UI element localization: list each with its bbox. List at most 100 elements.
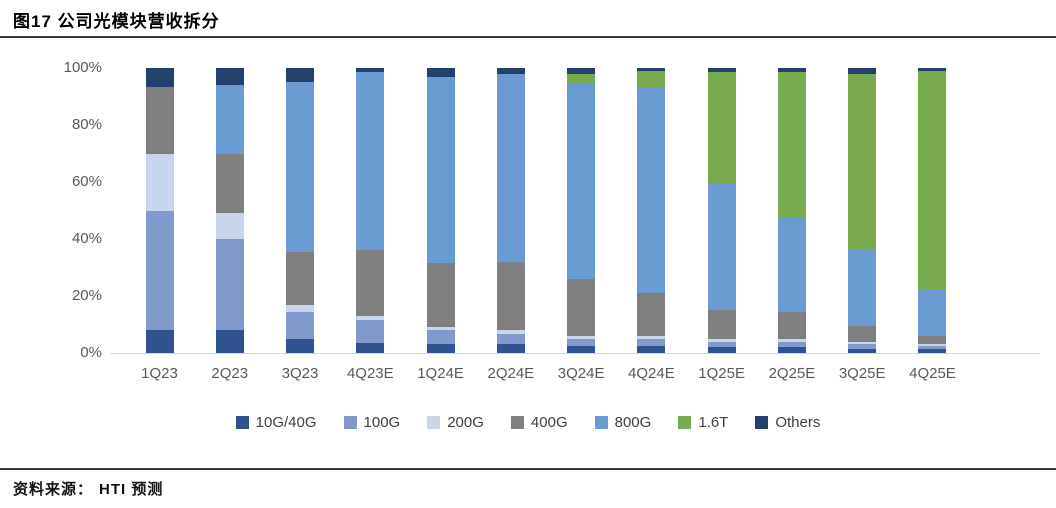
segment-10G/40G (496, 344, 525, 353)
legend-item-400G: 400G (510, 414, 568, 431)
segment-Others (496, 68, 525, 74)
legend-label: Others (775, 414, 821, 431)
x-tick-label: 3Q25E (838, 365, 886, 382)
segment-400G (848, 325, 877, 342)
segment-200G (707, 338, 736, 342)
segment-100G (567, 338, 596, 346)
segment-Others (707, 68, 736, 73)
segment-400G (145, 86, 174, 154)
stacked-bar-1Q23 (145, 68, 174, 353)
segment-200G (848, 341, 877, 345)
stacked-bar-3Q25E (848, 68, 877, 353)
x-tick-label: 4Q24E (628, 365, 675, 382)
legend-item-200G: 200G (427, 414, 484, 431)
legend-swatch-icon (343, 416, 357, 429)
legend-label: 100G (363, 414, 401, 431)
segment-Others (567, 68, 596, 74)
y-tick-label: 0% (80, 344, 102, 361)
x-tick-label: 2Q23 (211, 365, 249, 382)
legend-label: 200G (447, 414, 484, 431)
segment-Others (145, 68, 174, 87)
legend-swatch-icon (510, 416, 524, 429)
segment-10G/40G (637, 345, 666, 353)
segment-800G (637, 87, 666, 294)
segment-100G (777, 341, 806, 348)
legend-item-Others: Others (755, 414, 820, 431)
segment-10G/40G (145, 330, 174, 353)
segment-200G (777, 338, 806, 342)
segment-Others (848, 68, 877, 74)
segment-1.6T (567, 73, 596, 84)
segment-Others (356, 68, 385, 73)
legend: 10G/40G 100G 200G 400G 800G 1.6T Others (0, 414, 1056, 431)
x-tick-label: 4Q25E (909, 365, 956, 382)
segment-100G (426, 330, 455, 345)
segment-100G (637, 338, 666, 346)
segment-1.6T (918, 70, 947, 289)
stacked-bar-4Q24E (637, 68, 666, 353)
segment-Others (286, 68, 315, 83)
segment-400G (286, 251, 315, 305)
stacked-bar-4Q25E (918, 68, 947, 353)
y-tick-label: 100% (63, 59, 102, 76)
legend-item-10G/40G: 10G/40G (235, 414, 317, 431)
x-tick-label: 1Q25E (698, 365, 745, 382)
legend-item-100G: 100G (343, 414, 401, 431)
segment-100G (145, 210, 174, 331)
source-value: HTI 预测 (99, 481, 164, 498)
segment-200G (567, 335, 596, 339)
legend-label: 10G/40G (255, 414, 317, 431)
segment-800G (707, 183, 736, 311)
segment-Others (637, 68, 666, 71)
legend-swatch-icon (678, 416, 692, 429)
footer-divider (0, 468, 1056, 470)
segment-Others (215, 68, 244, 86)
x-tick-label: 3Q23 (281, 365, 319, 382)
stacked-bar-4Q23E (356, 68, 385, 353)
legend-swatch-icon (755, 416, 769, 429)
segment-200G (918, 344, 947, 346)
segment-Others (918, 68, 947, 71)
segment-Others (777, 68, 806, 73)
segment-800G (848, 249, 877, 326)
segment-400G (637, 293, 666, 336)
x-tick-label: 4Q23E (346, 365, 394, 382)
chart-title: 图17 公司光模块营收拆分 (13, 12, 220, 31)
stacked-bar-1Q25E (707, 68, 736, 353)
x-axis-line (110, 353, 1040, 354)
segment-Others (426, 68, 455, 77)
segment-10G/40G (567, 345, 596, 353)
segment-800G (777, 217, 806, 312)
x-tick-label: 3Q24E (557, 365, 605, 382)
legend-label: 800G (614, 414, 652, 431)
segment-800G (426, 76, 455, 264)
segment-400G (356, 250, 385, 316)
segment-1.6T (637, 70, 666, 88)
legend-item-1.6T: 1.6T (678, 414, 728, 431)
legend-swatch-icon (235, 416, 249, 429)
segment-10G/40G (777, 347, 806, 353)
x-tick-label: 1Q23 (141, 365, 178, 382)
segment-100G (496, 334, 525, 345)
stacked-bar-1Q24E (426, 68, 455, 353)
segment-1.6T (777, 72, 806, 218)
y-tick-label: 60% (71, 173, 102, 190)
segment-400G (567, 278, 596, 336)
legend-label: 1.6T (698, 414, 729, 431)
y-tick-label: 40% (71, 230, 102, 247)
segment-800G (215, 85, 244, 154)
header-divider (0, 36, 1056, 38)
segment-10G/40G (356, 343, 385, 353)
segment-800G (286, 82, 315, 252)
x-tick-label: 1Q24E (417, 365, 464, 382)
segment-100G (356, 320, 385, 344)
stacked-bar-2Q25E (777, 68, 806, 353)
segment-400G (918, 335, 947, 345)
segment-10G/40G (426, 344, 455, 353)
x-tick-label: 2Q24E (487, 365, 535, 382)
segment-200G (426, 327, 455, 331)
legend-swatch-icon (427, 416, 441, 429)
segment-800G (496, 73, 525, 262)
segment-100G (918, 345, 947, 349)
